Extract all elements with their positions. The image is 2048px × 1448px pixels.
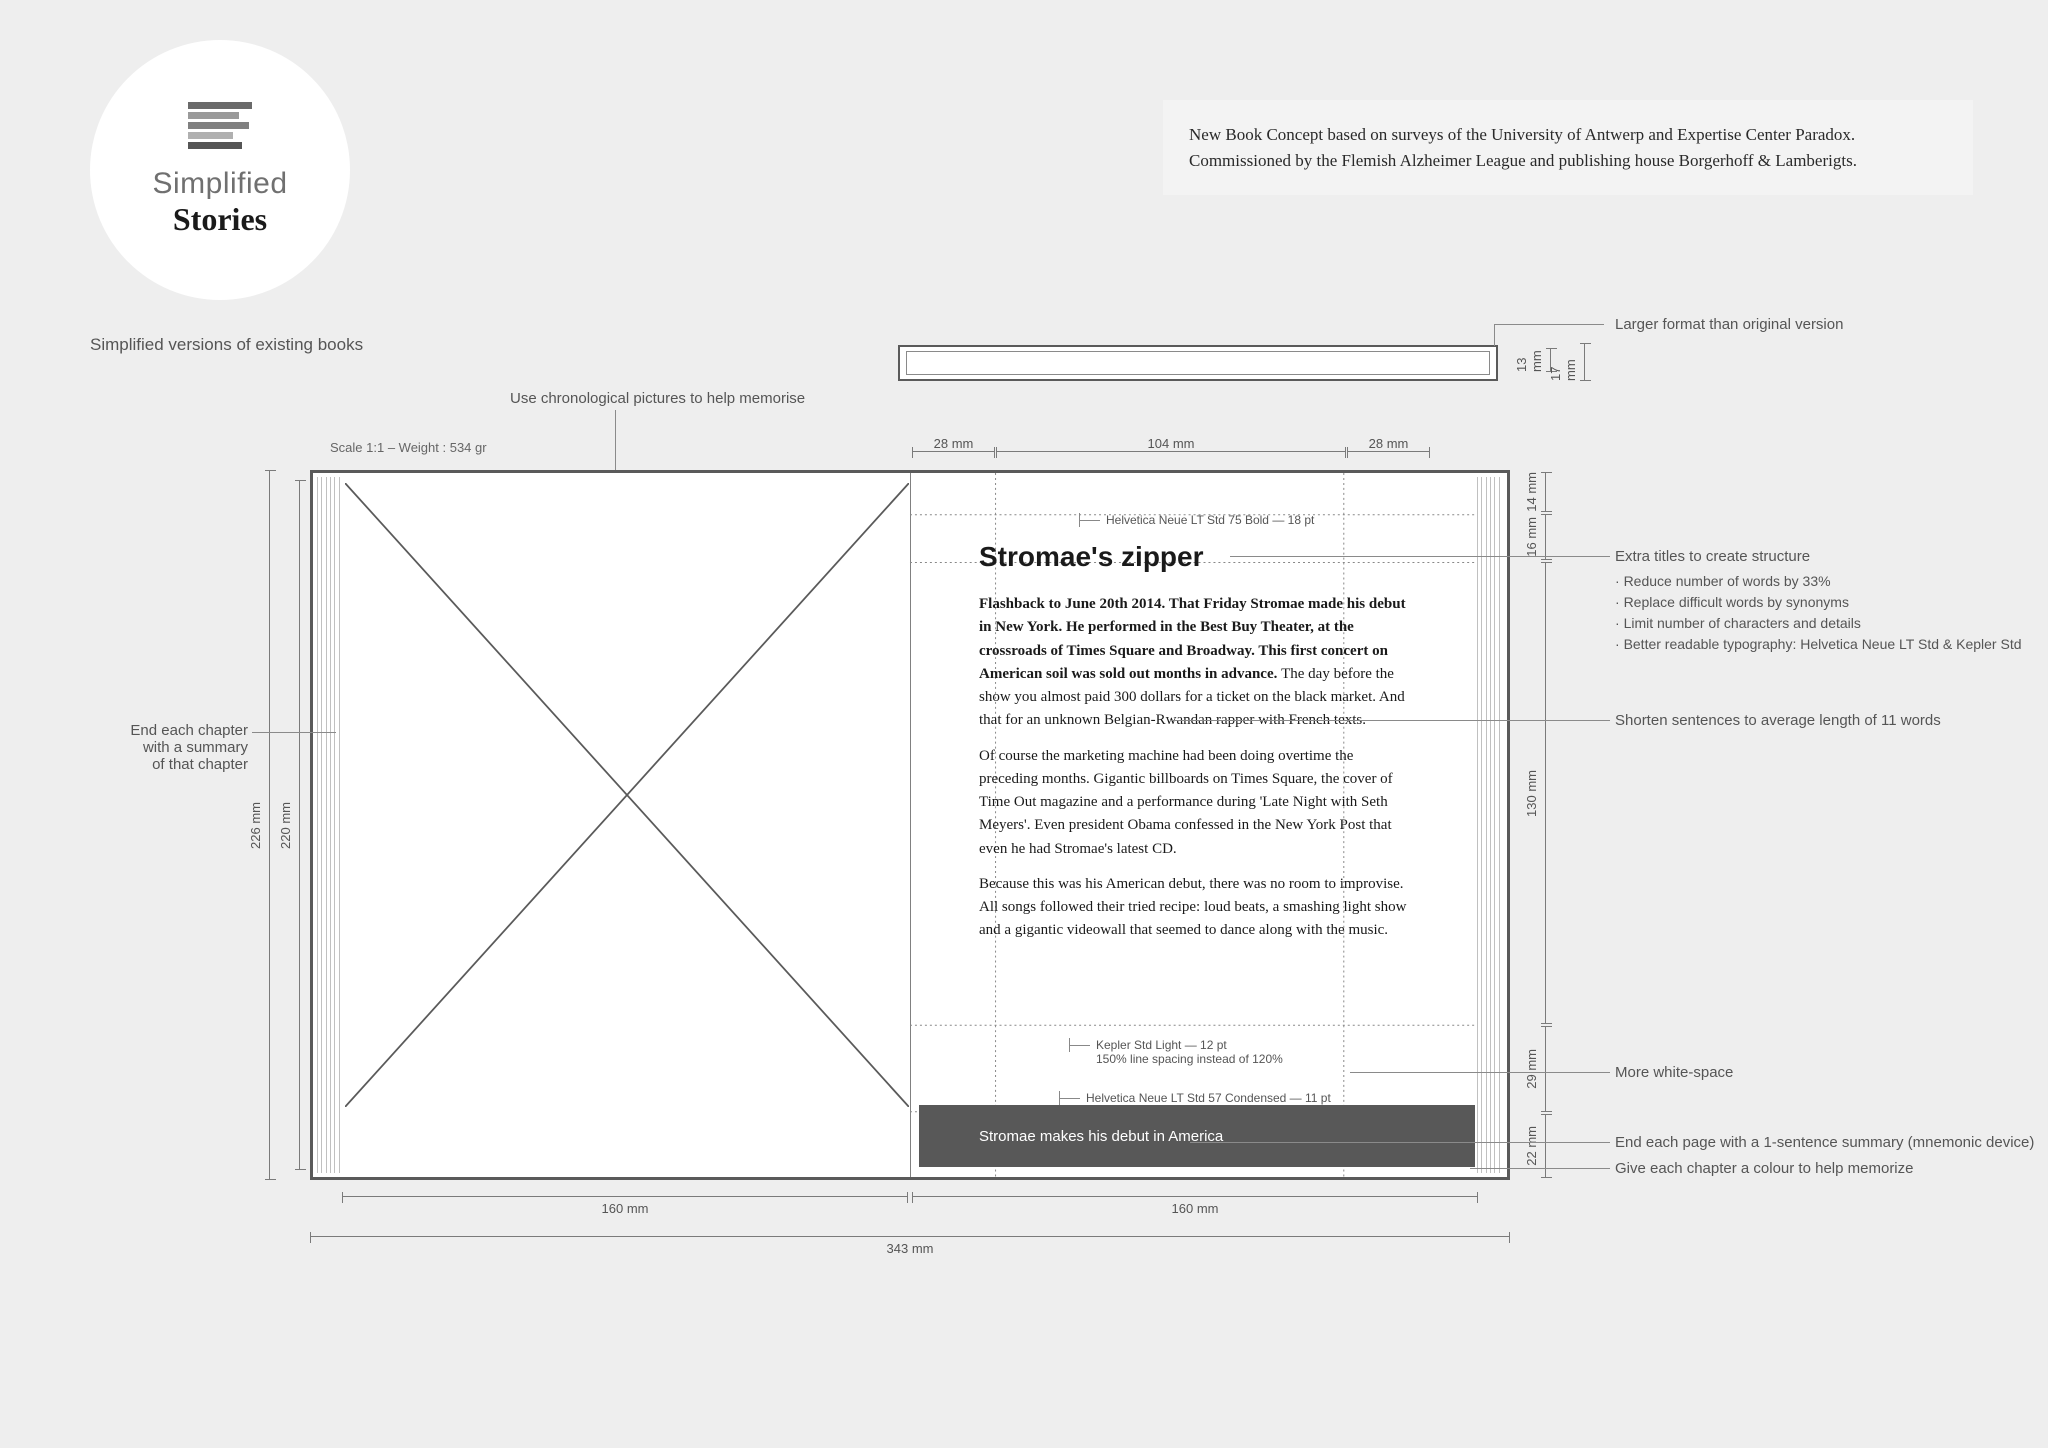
callout-colour: Give each chapter a colour to help memor… xyxy=(1615,1160,1913,1177)
callout-bullets: Reduce number of words by 33% Replace di… xyxy=(1615,573,2035,652)
para-3: Because this was his American debut, the… xyxy=(979,873,1415,943)
page-edges-left-icon xyxy=(317,477,343,1173)
dim-right-top2: 16 mm xyxy=(1524,514,1546,560)
dim-margin-right: 28 mm xyxy=(1347,432,1430,452)
dim-right-text: 130 mm xyxy=(1524,562,1546,1024)
left-page-image-placeholder xyxy=(345,483,909,1167)
dim-topview-inner: 13 mm xyxy=(1514,348,1551,372)
dim-right-top1: 14 mm xyxy=(1524,472,1546,512)
leader-larger-format xyxy=(1494,324,1604,325)
dim-margin-left: 28 mm xyxy=(912,432,995,452)
header-note: New Book Concept based on surveys of the… xyxy=(1163,100,1973,195)
leader-colour xyxy=(1470,1168,1610,1169)
page-summary-band: Stromae makes his debut in America xyxy=(919,1105,1475,1167)
dim-page-left: 160 mm xyxy=(342,1196,908,1216)
image-placeholder-icon xyxy=(345,483,909,1107)
callout-chapter-summary: End each chapter with a summary of that … xyxy=(78,722,248,773)
diagram-canvas: Simplified Stories Simplified versions o… xyxy=(0,0,2048,1448)
book-spine xyxy=(910,473,911,1177)
leader-whitespace xyxy=(1350,1072,1610,1073)
body-text: Flashback to June 20th 2014. That Friday… xyxy=(979,593,1415,955)
page-edges-right-icon xyxy=(1477,477,1503,1173)
logo: Simplified Stories xyxy=(90,40,350,300)
spec-footer-font: Helvetica Neue LT Std 57 Condensed — 11 … xyxy=(1059,1091,1331,1105)
logo-line-2: Stories xyxy=(173,201,267,238)
right-page: Stromae's zipper Helvetica Neue LT Std 7… xyxy=(919,483,1475,1167)
logo-line-1: Simplified xyxy=(152,167,287,201)
spec-title-font: Helvetica Neue LT Std 75 Bold — 18 pt xyxy=(1079,513,1314,527)
para-2: Of course the marketing machine had been… xyxy=(979,745,1415,861)
dim-textblock: 104 mm xyxy=(996,432,1346,452)
chapter-title: Stromae's zipper xyxy=(979,541,1204,573)
dim-height-outer: 226 mm xyxy=(248,470,270,1180)
leader-page-summary xyxy=(1190,1142,1610,1143)
dim-topview-outer: 17 mm xyxy=(1548,343,1585,381)
callout-extra-titles: Extra titles to create structure Reduce … xyxy=(1615,548,2035,657)
leader-chapter-summary xyxy=(252,732,336,733)
book-spread: Stromae's zipper Helvetica Neue LT Std 7… xyxy=(310,470,1510,1180)
dim-full-width: 343 mm xyxy=(310,1236,1510,1256)
page-summary-text: Stromae makes his debut in America xyxy=(979,1128,1223,1145)
callout-shorten: Shorten sentences to average length of 1… xyxy=(1615,712,1941,729)
callout-larger-format: Larger format than original version xyxy=(1615,316,1843,333)
dim-height-inner: 220 mm xyxy=(278,480,300,1170)
scale-note: Scale 1:1 – Weight : 534 gr xyxy=(330,440,487,455)
callout-page-summary: End each page with a 1-sentence summary … xyxy=(1615,1134,2034,1151)
leader-shorten xyxy=(1170,720,1610,721)
spec-body-font: Kepler Std Light — 12 pt 150% line spaci… xyxy=(1069,1038,1283,1066)
logo-mark-icon xyxy=(188,102,252,149)
dim-page-right: 160 mm xyxy=(912,1196,1478,1216)
callout-pictures: Use chronological pictures to help memor… xyxy=(510,390,805,407)
leader-pictures xyxy=(615,410,616,470)
leader-extra-titles xyxy=(1230,556,1610,557)
dim-right-gap: 29 mm xyxy=(1524,1026,1546,1112)
callout-whitespace: More white-space xyxy=(1615,1064,1733,1081)
subtitle: Simplified versions of existing books xyxy=(90,335,363,355)
book-top-view xyxy=(898,345,1498,381)
